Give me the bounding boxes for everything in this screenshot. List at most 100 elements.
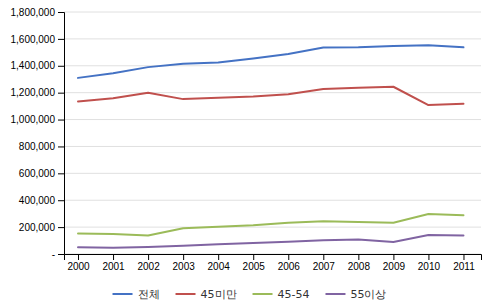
x-tick: 2007 — [313, 254, 336, 272]
y-tick-label: - — [52, 249, 55, 260]
x-tick: 2006 — [278, 254, 301, 272]
y-tick: 200,000 — [19, 222, 64, 233]
x-tick-label: 2002 — [137, 261, 160, 272]
y-tick: 1,000,000 — [11, 114, 65, 125]
y-tick: 1,200,000 — [11, 87, 65, 98]
y-tick: 600,000 — [19, 168, 64, 179]
grid — [64, 12, 481, 254]
x-tick-label: 2005 — [243, 261, 266, 272]
series-line — [78, 235, 463, 248]
legend-item: 전체 — [113, 288, 160, 301]
grid-line — [64, 146, 481, 147]
grid-line — [64, 12, 481, 13]
x-tick: 2009 — [383, 254, 406, 272]
x-tick: 2001 — [102, 254, 125, 272]
x-tick-mark — [218, 254, 219, 260]
x-tick: 2010 — [418, 254, 441, 272]
y-tick: 1,600,000 — [11, 34, 65, 45]
y-tick-label: 600,000 — [19, 168, 56, 179]
y-axis: - 200,000 400,000 600,000 800,000 1,000,000 1,… — [11, 7, 65, 260]
y-tick: 1,800,000 — [11, 7, 65, 18]
legend-label: 45-54 — [278, 288, 310, 301]
y-tick-label: 1,000,000 — [11, 114, 56, 125]
y-tick-label: 1,400,000 — [11, 60, 56, 71]
legend-label: 45미만 — [201, 288, 237, 301]
x-axis: 2000 2001 2002 2003 2004 2005 2006 2007 2008 2009… — [65, 254, 482, 272]
x-tick-label: 2009 — [383, 261, 406, 272]
y-tick: 1,400,000 — [11, 60, 65, 71]
y-tick-label: 1,200,000 — [11, 87, 56, 98]
legend-item: 45미만 — [176, 288, 237, 301]
series-line — [78, 87, 463, 105]
legend-label: 전체 — [138, 288, 160, 301]
legend-swatch — [325, 293, 345, 295]
x-axis-line — [65, 255, 482, 261]
y-tick-mark — [58, 120, 64, 121]
y-tick-mark — [58, 12, 64, 13]
x-tick-label: 2008 — [348, 261, 371, 272]
plot: 2000 2001 2002 2003 2004 2005 2006 2007 2008 2009… — [11, 7, 482, 272]
legend-item: 55이상 — [325, 288, 386, 301]
legend-label: 55이상 — [350, 288, 386, 301]
x-tick-label: 2000 — [67, 261, 90, 272]
series-line — [78, 45, 463, 78]
x-tick: 2008 — [348, 254, 371, 272]
legend-swatch — [253, 293, 273, 295]
y-tick-label: 200,000 — [19, 222, 56, 233]
y-tick-label: 1,800,000 — [11, 7, 56, 18]
x-tick: 2003 — [173, 254, 196, 272]
series-line — [78, 214, 463, 236]
y-tick: 400,000 — [19, 195, 64, 206]
grid-line — [64, 200, 481, 201]
x-tick-mark — [148, 254, 149, 260]
y-axis-line — [58, 13, 65, 255]
x-tick-mark — [323, 254, 324, 260]
x-tick-mark — [428, 254, 429, 260]
y-tick: 800,000 — [19, 141, 64, 152]
legend-item: 45-54 — [253, 288, 310, 301]
y-tick-mark — [58, 146, 64, 147]
grid-line — [64, 119, 481, 120]
x-tick-mark — [253, 254, 254, 260]
y-tick-mark — [58, 254, 64, 255]
grid-line — [64, 227, 481, 228]
grid-line — [64, 92, 481, 93]
x-tick-label: 2006 — [278, 261, 301, 272]
x-tick-mark — [183, 254, 184, 260]
legend-swatch — [176, 293, 196, 295]
grid-line — [64, 65, 481, 66]
legend-swatch — [113, 293, 133, 295]
x-tick-label: 2001 — [102, 261, 125, 272]
y-tick-mark — [58, 200, 64, 201]
x-tick-mark — [358, 254, 359, 260]
y-tick-label: 800,000 — [19, 141, 56, 152]
y-tick-label: 1,600,000 — [11, 34, 56, 45]
x-tick-label: 2004 — [208, 261, 231, 272]
chart: 2000 2001 2002 2003 2004 2005 2006 2007 2008 2009… — [0, 0, 499, 308]
y-tick-mark — [58, 227, 64, 228]
x-tick-mark — [393, 254, 394, 260]
x-tick-label: 2010 — [418, 261, 441, 272]
y-tick-mark — [58, 66, 64, 67]
y-tick-mark — [58, 39, 64, 40]
x-tick-mark — [113, 254, 114, 260]
y-tick-label: 400,000 — [19, 195, 56, 206]
x-tick: 2000 — [67, 254, 90, 272]
x-tick: 2002 — [137, 254, 160, 272]
y-tick-mark — [58, 173, 64, 174]
x-tick: 2011 — [453, 254, 475, 272]
x-tick-mark — [78, 254, 79, 260]
y-tick-mark — [58, 93, 64, 94]
lines — [78, 45, 463, 247]
x-tick: 2005 — [243, 254, 266, 272]
legend: 전체 45미만 45-54 55이상 — [113, 288, 387, 301]
x-tick: 2004 — [208, 254, 231, 272]
x-tick-label: 2003 — [173, 261, 196, 272]
grid-line — [64, 173, 481, 174]
x-tick-label: 2007 — [313, 261, 336, 272]
x-tick-label: 2011 — [453, 261, 475, 272]
y-tick: - — [52, 249, 64, 260]
x-tick-mark — [463, 254, 464, 260]
grid-line — [64, 38, 481, 39]
x-tick-mark — [288, 254, 289, 260]
